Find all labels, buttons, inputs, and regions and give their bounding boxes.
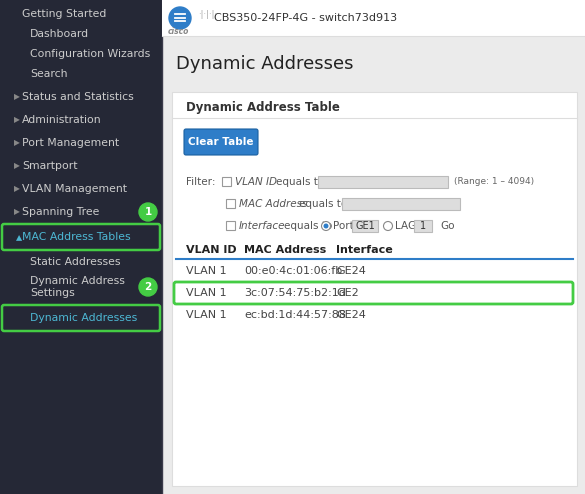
Bar (162, 0, 585, 494)
Text: 3c:07:54:75:b2:1d: 3c:07:54:75:b2:1d (244, 288, 346, 298)
Text: Go: Go (440, 221, 455, 231)
Text: GE24: GE24 (336, 266, 366, 276)
Text: Filter:: Filter: (186, 177, 215, 187)
Text: Clear Table: Clear Table (188, 137, 254, 147)
Text: GE1: GE1 (355, 221, 375, 231)
Text: Interface: Interface (239, 221, 285, 231)
Text: Port Management: Port Management (22, 138, 119, 148)
Text: ▶: ▶ (14, 207, 20, 216)
Text: VLAN ID: VLAN ID (186, 245, 236, 255)
Text: Dynamic Address Table: Dynamic Address Table (186, 101, 340, 115)
Text: Interface: Interface (336, 245, 393, 255)
Bar (226, 200, 235, 208)
Circle shape (139, 278, 157, 296)
Bar (0, 0, 162, 494)
Bar (414, 220, 432, 232)
Bar (162, 0, 585, 36)
Bar (226, 221, 235, 231)
Circle shape (322, 221, 331, 231)
Bar (318, 176, 448, 188)
Text: Spanning Tree: Spanning Tree (22, 207, 99, 217)
Circle shape (139, 203, 157, 221)
Text: Dashboard: Dashboard (30, 29, 89, 39)
Bar (342, 198, 460, 210)
Text: GE2: GE2 (336, 288, 359, 298)
Circle shape (324, 223, 329, 229)
Text: VLAN ID: VLAN ID (235, 177, 277, 187)
Text: MAC Address Tables: MAC Address Tables (22, 232, 130, 242)
Text: CBS350-24FP-4G - switch73d913: CBS350-24FP-4G - switch73d913 (214, 13, 397, 23)
Text: ▶: ▶ (14, 92, 20, 101)
Text: equals to: equals to (276, 177, 324, 187)
FancyBboxPatch shape (184, 129, 258, 155)
Text: 2: 2 (144, 282, 152, 292)
Text: equals to: equals to (284, 221, 332, 231)
Text: 1: 1 (420, 221, 426, 231)
Text: ec:bd:1d:44:57:88: ec:bd:1d:44:57:88 (244, 310, 346, 320)
Text: ▶: ▶ (14, 138, 20, 148)
Text: Administration: Administration (22, 115, 102, 125)
Text: ▶: ▶ (14, 162, 20, 170)
Text: ·|·|·|·: ·|·|·|· (198, 10, 217, 19)
Text: Status and Statistics: Status and Statistics (22, 92, 134, 102)
Text: LAG: LAG (395, 221, 416, 231)
Text: Port: Port (333, 221, 354, 231)
Text: VLAN 1: VLAN 1 (186, 288, 226, 298)
Text: GE24: GE24 (336, 310, 366, 320)
Text: VLAN 1: VLAN 1 (186, 310, 226, 320)
Text: MAC Address: MAC Address (239, 199, 307, 209)
Circle shape (384, 221, 393, 231)
Text: ◀: ◀ (14, 234, 23, 240)
Text: 1: 1 (144, 207, 152, 217)
Text: (Range: 1 – 4094): (Range: 1 – 4094) (454, 177, 534, 187)
Text: Smartport: Smartport (22, 161, 77, 171)
Text: Dynamic Addresses: Dynamic Addresses (176, 55, 353, 73)
Text: Dynamic Addresses: Dynamic Addresses (30, 313, 137, 323)
Text: MAC Address: MAC Address (244, 245, 326, 255)
Circle shape (169, 7, 191, 29)
Text: 00:e0:4c:01:06:fb: 00:e0:4c:01:06:fb (244, 266, 342, 276)
Bar (172, 92, 577, 486)
Text: VLAN Management: VLAN Management (22, 184, 127, 194)
Text: Static Addresses: Static Addresses (30, 257, 121, 267)
Bar (222, 177, 231, 187)
Text: Getting Started: Getting Started (22, 9, 106, 19)
Text: Configuration Wizards: Configuration Wizards (30, 49, 150, 59)
Text: equals to: equals to (299, 199, 347, 209)
Bar (352, 220, 378, 232)
Text: ▶: ▶ (14, 184, 20, 194)
Text: Dynamic Address
Settings: Dynamic Address Settings (30, 276, 125, 298)
Text: VLAN 1: VLAN 1 (186, 266, 226, 276)
Text: cisco: cisco (167, 28, 189, 37)
Text: ▶: ▶ (14, 116, 20, 124)
Text: Search: Search (30, 69, 67, 79)
